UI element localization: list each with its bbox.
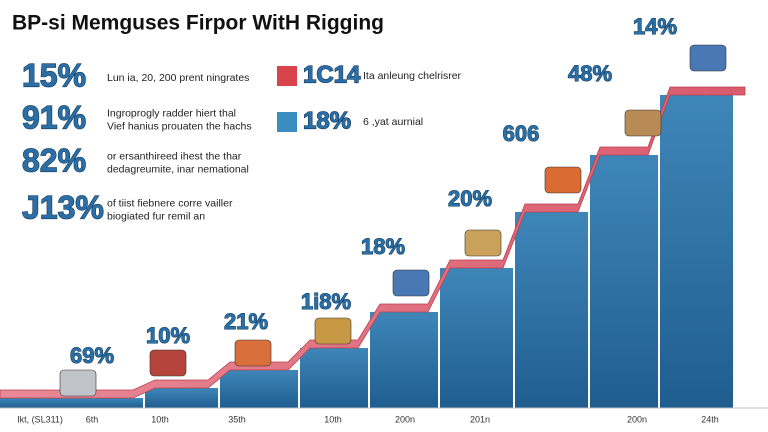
step-label: 14% [633, 14, 677, 39]
landmark [59, 369, 97, 397]
stair-column [220, 370, 298, 408]
landmark [544, 166, 582, 194]
footer-label: 35th [228, 414, 246, 424]
legend-swatch-blue [277, 112, 297, 132]
stat-text: Ingroprogly radder hiert thal [107, 107, 236, 119]
legend-value: 1C14 [303, 61, 361, 88]
stat-text: or ersanthireed ihest the thar [107, 150, 242, 162]
legend-value: 18% [303, 107, 351, 134]
landmark [234, 339, 272, 367]
footer-label: Ikt, (SL311) [17, 414, 63, 424]
landmark [392, 269, 430, 297]
footer-label: 200n [395, 414, 415, 424]
landmark [689, 44, 727, 72]
stat-value: 15% [22, 57, 86, 93]
title: BP-si Memguses Firpor WitH Rigging [12, 12, 384, 35]
landmark [149, 349, 187, 377]
footer-label: 24th [701, 414, 719, 424]
stat-text: biogiated fur remil an [107, 210, 205, 222]
stat-text: Lun ia, 20, 200 prent ningrates [107, 72, 249, 84]
step-label: 18% [361, 234, 405, 259]
stat-text: of tiist fiebnere corre vailler [107, 197, 233, 209]
step-label: 10% [146, 323, 190, 348]
stat-text: dedagreumite, inar nemational [107, 163, 249, 175]
stair-column [370, 312, 438, 408]
stat-value: 82% [22, 142, 86, 178]
step-label: 606 [503, 121, 540, 146]
stair-column [0, 398, 143, 408]
footer-label: 6th [86, 414, 99, 424]
stair-ribbon [0, 86, 746, 399]
step-label: 20% [448, 186, 492, 211]
stair-column [660, 95, 733, 408]
footer-label: 10th [151, 414, 169, 424]
landmark [314, 317, 352, 345]
stat-value: J13% [22, 189, 104, 225]
stair-column [515, 212, 588, 408]
staircase [0, 44, 746, 408]
stair-column [590, 155, 658, 408]
step-label: 48% [568, 61, 612, 86]
step-label: 1i8% [301, 289, 351, 314]
footer-label: 10th [324, 414, 342, 424]
stat-value: 91% [22, 99, 86, 135]
legend-text: 6 ,yat aurnial [363, 116, 423, 128]
legend-text: Ita anleung chelrisrer [363, 70, 462, 82]
legend-swatch-red [277, 66, 297, 86]
landmark [464, 229, 502, 257]
footer-label: 200n [627, 414, 647, 424]
stair-column [440, 268, 513, 408]
step-label: 69% [70, 343, 114, 368]
step-label: 21% [224, 309, 268, 334]
stair-column [145, 388, 218, 408]
footer-label: 201n [470, 414, 490, 424]
labels: 15% Lun ia, 20, 200 prent ningrates 91% Ing… [17, 13, 719, 424]
stair-column [300, 348, 368, 408]
landmark [624, 109, 662, 137]
stat-text: Vief hanius prouaten the hachs [107, 120, 252, 132]
